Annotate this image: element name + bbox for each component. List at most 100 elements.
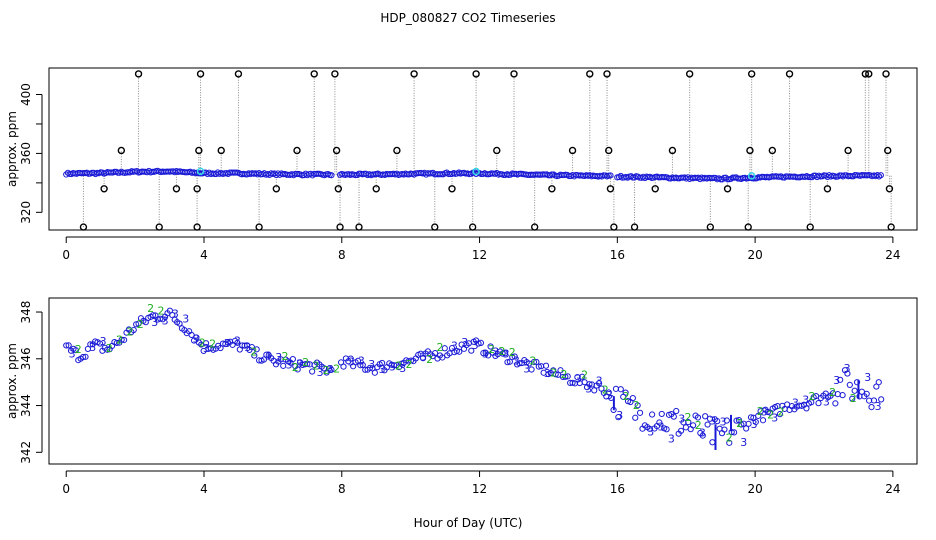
spike-point bbox=[548, 185, 556, 193]
series-2-label: 2 bbox=[137, 318, 144, 331]
data-point bbox=[439, 354, 446, 361]
data-point bbox=[863, 390, 870, 397]
spike-point bbox=[668, 146, 677, 155]
data-point bbox=[557, 367, 564, 374]
top-x-tick-label: 0 bbox=[62, 248, 70, 262]
data-point bbox=[202, 340, 210, 347]
series-3-label: 3 bbox=[513, 354, 520, 367]
data-point bbox=[632, 414, 639, 421]
data-point bbox=[113, 339, 120, 347]
series-2-label: 2 bbox=[281, 350, 288, 363]
series-3-label: 3 bbox=[461, 336, 468, 349]
series-2-label: 2 bbox=[75, 343, 82, 356]
series-3-label: 3 bbox=[544, 367, 551, 380]
data-point bbox=[224, 338, 231, 346]
data-point bbox=[704, 421, 711, 428]
series-2-label: 2 bbox=[622, 390, 629, 403]
spike-point bbox=[746, 146, 754, 155]
data-point bbox=[694, 414, 702, 421]
data-point bbox=[595, 380, 603, 387]
data-point bbox=[169, 311, 176, 319]
data-point bbox=[135, 320, 142, 327]
series-2-label: 2 bbox=[395, 359, 402, 372]
data-point bbox=[533, 358, 540, 366]
data-point bbox=[649, 411, 656, 418]
spike-point bbox=[332, 146, 341, 155]
data-point bbox=[176, 320, 183, 327]
top-x-tick-label: 12 bbox=[472, 248, 487, 262]
bottom-x-tick-label: 0 bbox=[62, 482, 70, 496]
bottom-y-axis-label: approx. ppm bbox=[5, 343, 19, 419]
series-3-label: 3 bbox=[182, 313, 189, 326]
series-3-label: 3 bbox=[327, 363, 334, 376]
spike-point bbox=[196, 70, 205, 78]
data-point bbox=[878, 396, 885, 403]
data-point bbox=[304, 360, 311, 367]
measurement-point bbox=[876, 173, 883, 180]
data-point bbox=[752, 418, 759, 426]
data-point bbox=[193, 334, 200, 341]
data-point bbox=[504, 359, 511, 366]
data-point bbox=[714, 418, 721, 425]
spike-point bbox=[468, 223, 477, 231]
series-3-label: 3 bbox=[492, 346, 499, 359]
highlighted-point bbox=[196, 167, 205, 176]
data-point bbox=[309, 368, 316, 375]
top-x-tick-label: 20 bbox=[747, 248, 762, 262]
data-point bbox=[875, 379, 882, 386]
series-3-label: 3 bbox=[379, 363, 386, 376]
series-3-label: 3 bbox=[162, 314, 169, 327]
series-2-label: 2 bbox=[829, 386, 836, 399]
bottom-x-tick-label: 20 bbox=[747, 482, 762, 496]
data-point bbox=[535, 363, 542, 370]
series-2-label: 2 bbox=[602, 384, 609, 397]
series-3-label: 3 bbox=[606, 389, 613, 402]
series-3-label: 3 bbox=[100, 335, 107, 348]
chart-title: HDP_080827 CO2 Timeseries bbox=[380, 11, 555, 25]
spike-point bbox=[885, 185, 894, 193]
data-point bbox=[586, 381, 593, 388]
data-point bbox=[501, 350, 509, 357]
series-2-label: 2 bbox=[509, 346, 516, 359]
spike-point bbox=[410, 70, 418, 78]
data-point bbox=[726, 439, 733, 446]
data-point bbox=[733, 417, 740, 424]
data-point bbox=[634, 402, 641, 409]
bottom-x-tick-label: 12 bbox=[472, 482, 487, 496]
top-points bbox=[63, 70, 895, 231]
data-point bbox=[579, 373, 586, 380]
series-2-label: 2 bbox=[302, 356, 309, 369]
spike-point bbox=[706, 223, 715, 231]
data-point bbox=[251, 352, 258, 359]
series-3-label: 3 bbox=[658, 421, 665, 434]
top-chart: 0 4 8 12 16 20 24 320 360 400 approx. ppm bbox=[5, 67, 918, 262]
top-y-tick-label: 400 bbox=[19, 83, 33, 106]
series-2-label: 2 bbox=[312, 359, 319, 372]
data-point bbox=[699, 432, 706, 439]
data-point bbox=[294, 366, 301, 373]
top-plot-frame bbox=[48, 67, 918, 231]
data-point bbox=[120, 336, 128, 344]
data-point bbox=[759, 417, 767, 424]
series-2-label: 2 bbox=[529, 355, 536, 368]
series-3-label: 3 bbox=[761, 405, 768, 418]
data-point bbox=[441, 345, 448, 352]
spike-point bbox=[134, 70, 143, 78]
series-3-label: 3 bbox=[616, 409, 623, 422]
data-point bbox=[764, 408, 771, 416]
top-x-tick-label: 8 bbox=[338, 248, 346, 262]
series-3-label: 3 bbox=[244, 341, 251, 354]
data-point bbox=[846, 381, 853, 389]
spike-point bbox=[117, 146, 126, 155]
data-point bbox=[656, 419, 663, 426]
series-3-label: 3 bbox=[234, 335, 241, 348]
spike-point bbox=[586, 70, 594, 78]
top-y-tick-label: 320 bbox=[19, 201, 33, 224]
data-point bbox=[509, 353, 516, 361]
spike-point bbox=[865, 70, 873, 78]
series-2-label: 2 bbox=[126, 326, 133, 339]
bottom-y-tick-label: 344 bbox=[19, 394, 33, 417]
series-2-label: 2 bbox=[209, 338, 216, 351]
top-x-tick-label: 4 bbox=[200, 248, 208, 262]
series-3-label: 3 bbox=[668, 433, 675, 446]
